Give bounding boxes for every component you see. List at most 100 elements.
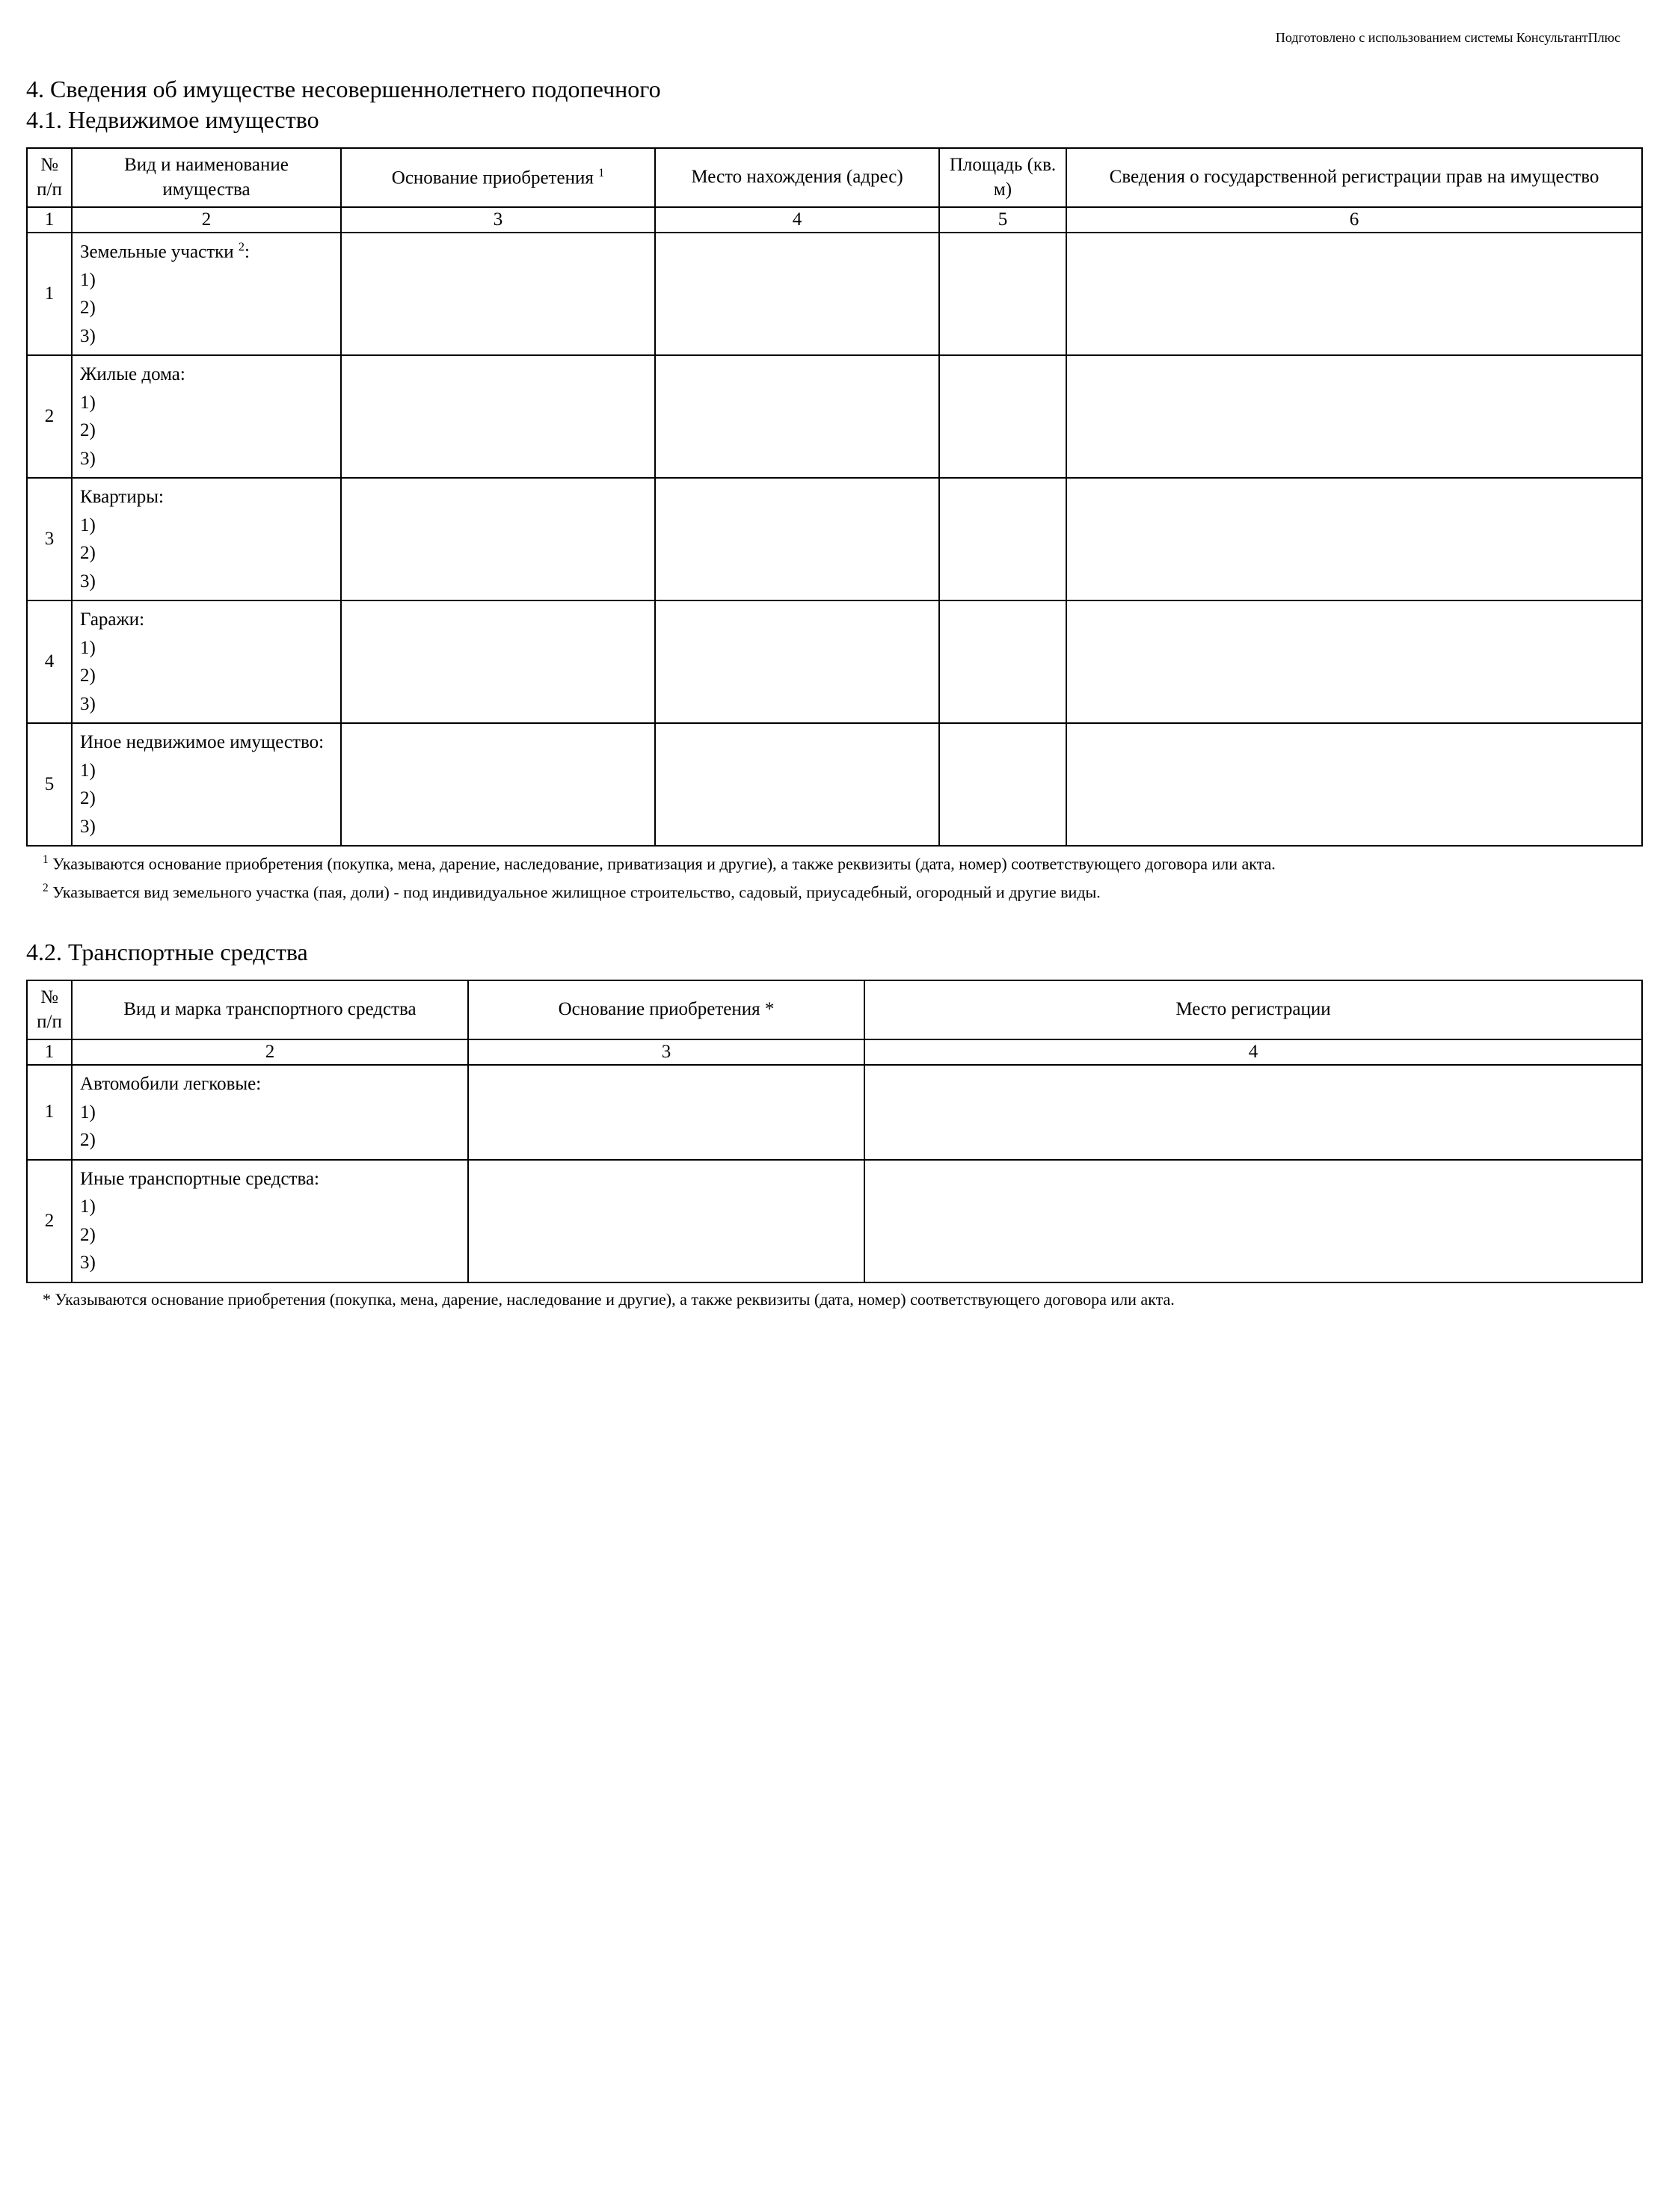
- row-item: 1): [80, 1102, 96, 1122]
- table-row: 1 Автомобили легковые: 1) 2): [27, 1065, 1642, 1160]
- empty-cell: [939, 723, 1066, 846]
- row-item: 3): [80, 571, 96, 592]
- section-4-1-title: 4.1. Недвижимое имущество: [26, 106, 1643, 134]
- col-header-num: № п/п: [27, 980, 72, 1039]
- table-header-row: № п/п Вид и марка транспортного средства…: [27, 980, 1642, 1039]
- footnote-ref-1: 1: [598, 166, 604, 179]
- col-num-3: 3: [341, 207, 655, 233]
- col-header-registration: Сведения о государственной регистрации п…: [1066, 148, 1642, 207]
- empty-cell: [864, 1160, 1642, 1282]
- row-label-cell: Иное недвижимое имущество: 1) 2) 3): [72, 723, 341, 846]
- row-num: 1: [27, 1065, 72, 1160]
- row-label-cell: Гаражи: 1) 2) 3): [72, 600, 341, 723]
- row-num: 2: [27, 355, 72, 478]
- row-label: Иное недвижимое имущество:: [80, 732, 324, 752]
- table-row: 4 Гаражи: 1) 2) 3): [27, 600, 1642, 723]
- row-item: 2): [80, 666, 96, 686]
- row-item: 1): [80, 393, 96, 413]
- empty-cell: [655, 233, 939, 355]
- footnote-ref-2: 2: [239, 240, 245, 254]
- table-row: 2 Жилые дома: 1) 2) 3): [27, 355, 1642, 478]
- table-header-row: № п/п Вид и наименование имущества Основ…: [27, 148, 1642, 207]
- footnote-2: 2 Указывается вид земельного участка (па…: [26, 881, 1643, 903]
- empty-cell: [341, 233, 655, 355]
- row-label-cell: Автомобили легковые: 1) 2): [72, 1065, 468, 1160]
- row-label-cell: Жилые дома: 1) 2) 3): [72, 355, 341, 478]
- row-item: 3): [80, 817, 96, 837]
- empty-cell: [939, 355, 1066, 478]
- empty-cell: [468, 1065, 864, 1160]
- row-item: 2): [80, 298, 96, 318]
- row-num: 5: [27, 723, 72, 846]
- row-num: 3: [27, 478, 72, 600]
- footnote-3-marker: *: [43, 1290, 55, 1309]
- col-num-2: 2: [72, 1039, 468, 1065]
- col-header-num: № п/п: [27, 148, 72, 207]
- col-num-5: 5: [939, 207, 1066, 233]
- row-label: Автомобили легковые:: [80, 1074, 261, 1094]
- col-num-4: 4: [655, 207, 939, 233]
- empty-cell: [341, 355, 655, 478]
- transport-table: № п/п Вид и марка транспортного средства…: [26, 980, 1643, 1283]
- row-item: 3): [80, 326, 96, 346]
- row-item: 2): [80, 1130, 96, 1150]
- empty-cell: [341, 478, 655, 600]
- row-item: 1): [80, 761, 96, 781]
- column-number-row: 1 2 3 4 5 6: [27, 207, 1642, 233]
- empty-cell: [1066, 233, 1642, 355]
- empty-cell: [341, 600, 655, 723]
- column-number-row: 1 2 3 4: [27, 1039, 1642, 1065]
- col-num-2: 2: [72, 207, 341, 233]
- footnote-2-marker: 2: [43, 882, 49, 894]
- row-num: 1: [27, 233, 72, 355]
- real-estate-table: № п/п Вид и наименование имущества Основ…: [26, 147, 1643, 847]
- footnote-2-text: Указывается вид земельного участка (пая,…: [49, 883, 1101, 902]
- col-header-location: Место нахождения (адрес): [655, 148, 939, 207]
- row-item: 1): [80, 1196, 96, 1217]
- col-num-6: 6: [1066, 207, 1642, 233]
- row-label-cell: Квартиры: 1) 2) 3): [72, 478, 341, 600]
- empty-cell: [939, 478, 1066, 600]
- col-header-basis: Основание приобретения 1: [341, 148, 655, 207]
- row-label-cell: Иные транспортные средства: 1) 2) 3): [72, 1160, 468, 1282]
- row-item: 3): [80, 1253, 96, 1273]
- row-item: 2): [80, 420, 96, 440]
- row-item: 2): [80, 1225, 96, 1245]
- section-4-2-title: 4.2. Транспортные средства: [26, 938, 1643, 966]
- footnote-3: * Указываются основание приобретения (по…: [26, 1289, 1643, 1311]
- col-header-kind: Вид и марка транспортного средства: [72, 980, 468, 1039]
- table-row: 3 Квартиры: 1) 2) 3): [27, 478, 1642, 600]
- footnote-1-text: Указываются основание приобретения (поку…: [49, 855, 1276, 873]
- empty-cell: [655, 478, 939, 600]
- empty-cell: [1066, 478, 1642, 600]
- empty-cell: [655, 600, 939, 723]
- row-label: Жилые дома:: [80, 364, 185, 384]
- empty-cell: [1066, 600, 1642, 723]
- row-item: 2): [80, 543, 96, 563]
- col-num-1: 1: [27, 207, 72, 233]
- empty-cell: [939, 233, 1066, 355]
- row-item: 1): [80, 270, 96, 290]
- row-label: Земельные участки: [80, 242, 239, 262]
- row-item: 2): [80, 788, 96, 808]
- empty-cell: [468, 1160, 864, 1282]
- footnote-1-marker: 1: [43, 853, 49, 866]
- empty-cell: [1066, 355, 1642, 478]
- row-label-post: :: [245, 242, 250, 262]
- empty-cell: [655, 355, 939, 478]
- col-header-kind: Вид и наименование имущества: [72, 148, 341, 207]
- row-item: 3): [80, 694, 96, 714]
- table-row: 2 Иные транспортные средства: 1) 2) 3): [27, 1160, 1642, 1282]
- empty-cell: [655, 723, 939, 846]
- row-item: 3): [80, 449, 96, 469]
- col-header-area: Площадь (кв. м): [939, 148, 1066, 207]
- empty-cell: [864, 1065, 1642, 1160]
- col-num-4: 4: [864, 1039, 1642, 1065]
- row-num: 2: [27, 1160, 72, 1282]
- row-item: 1): [80, 638, 96, 658]
- col-header-basis-text: Основание приобретения: [392, 168, 598, 188]
- footnote-1: 1 Указываются основание приобретения (по…: [26, 852, 1643, 875]
- footnote-3-text: Указываются основание приобретения (поку…: [55, 1290, 1175, 1309]
- row-label: Квартиры:: [80, 487, 164, 507]
- row-label-cell: Земельные участки 2: 1) 2) 3): [72, 233, 341, 355]
